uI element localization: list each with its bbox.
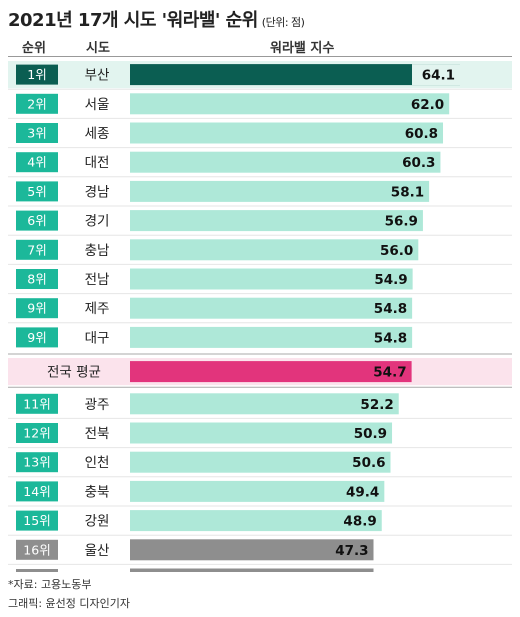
rank-label: 9위 [27, 330, 46, 345]
rank-badge [16, 239, 58, 260]
bar [130, 93, 450, 115]
rank-label: 13위 [23, 455, 50, 470]
rank-label: 4위 [27, 155, 46, 170]
rank-badge [16, 181, 58, 202]
bar [130, 510, 382, 532]
rank-badge [16, 298, 58, 319]
region-label: 제주 [85, 301, 110, 317]
source-note: *자료: 고용노동부 [8, 578, 92, 591]
value-label: 54.8 [374, 330, 407, 346]
region-label: 경남 [85, 184, 110, 200]
rank-label: 16위 [23, 542, 50, 557]
bar [130, 422, 393, 444]
bar [130, 180, 430, 202]
value-label: 52.2 [360, 397, 393, 413]
value-box [412, 64, 460, 86]
rank-label: 12위 [23, 426, 50, 441]
rank-label: 1위 [27, 67, 46, 82]
rank-label: 11위 [23, 396, 50, 411]
region-label: 서울 [85, 97, 110, 113]
rank-label: 9위 [27, 301, 46, 316]
bar [130, 451, 391, 473]
rank-badge [16, 327, 58, 348]
region-label: 전국 평균 [47, 365, 101, 381]
bar [130, 210, 423, 232]
bar [130, 539, 374, 561]
chart-title: 2021년 17개 시도 '워라밸' 순위 (단위: 점) [8, 6, 305, 32]
rank-badge [16, 423, 58, 443]
value-label: 50.9 [354, 426, 387, 442]
region-label: 경기 [85, 214, 110, 230]
header-rank: 순위 [22, 41, 46, 56]
value-label: 58.1 [391, 184, 424, 200]
graphic-credit: 그래픽: 윤선정 디자인기자 [8, 597, 131, 610]
rank-badge [16, 481, 58, 502]
rank-badge [16, 569, 58, 572]
rank-badge [16, 93, 58, 114]
value-label: 56.9 [385, 214, 418, 230]
value-label: 62.0 [411, 97, 444, 113]
value-label: 54.8 [374, 301, 407, 317]
rank-badge [16, 210, 58, 231]
bar [130, 64, 460, 86]
rank-label: 2위 [27, 96, 46, 111]
region-label: 전북 [85, 426, 110, 442]
bar [130, 297, 413, 319]
value-label: 54.7 [373, 365, 406, 381]
bar [130, 568, 374, 572]
region-label: 광주 [85, 397, 110, 413]
value-label: 60.8 [405, 126, 438, 142]
value-label: 54.9 [374, 272, 407, 288]
unit-label: (단위: 점) [261, 16, 305, 29]
bar [130, 122, 444, 144]
value-label: 47.3 [335, 543, 368, 559]
rank-label: 15위 [23, 513, 50, 528]
rank-label: 8위 [27, 272, 46, 287]
region-label: 울산 [85, 543, 110, 559]
rank-badge [16, 452, 58, 473]
rank-badge [16, 269, 58, 289]
region-label: 대구 [85, 330, 110, 346]
rank-label: 3위 [27, 126, 46, 141]
rank-badge [16, 539, 58, 560]
rank-label: 16위 [23, 572, 50, 573]
header-region: 시도 [86, 41, 110, 56]
bar [130, 361, 412, 383]
region-label: 인천 [85, 455, 110, 471]
value-label: 48.9 [343, 514, 376, 530]
region-label: 강원 [85, 514, 110, 530]
rank-label: 6위 [27, 213, 46, 228]
rank-badge [16, 152, 58, 173]
bar [130, 326, 413, 348]
chart-title-text: 2021년 17개 시도 '워라밸' 순위 [8, 10, 258, 31]
region-label: 세종 [85, 126, 110, 142]
bar [130, 393, 399, 415]
rank-badge [16, 123, 58, 143]
bar [130, 239, 419, 261]
rank-label: 7위 [27, 242, 46, 257]
value-label: 64.1 [422, 68, 455, 84]
rank-badge [16, 64, 58, 85]
rank-label: 14위 [23, 484, 50, 499]
region-label: 충북 [85, 484, 110, 500]
rank-badge [16, 393, 58, 414]
bar [130, 151, 441, 173]
value-label: 56.0 [380, 243, 413, 259]
region-label: 충남 [85, 243, 110, 259]
region-label: 대전 [85, 155, 110, 171]
bar [130, 268, 413, 290]
value-label: 49.4 [346, 484, 379, 500]
header-index: 워라밸 지수 [270, 41, 335, 56]
column-header: 순위 시도 워라밸 지수 [0, 34, 520, 56]
rank-badge [16, 510, 58, 531]
bar [130, 480, 385, 502]
region-label: 부산 [85, 68, 110, 84]
region-label: 전남 [85, 272, 110, 288]
rank-label: 5위 [27, 184, 46, 199]
value-label: 50.6 [352, 455, 385, 471]
bar-chart: 1위 부산 64.1 2위 서울 62.0 3위 세종 60.8 4위 대전 60.3 5위 경남 58.1… [8, 61, 512, 573]
header-divider [8, 56, 512, 57]
value-label: 60.3 [402, 155, 435, 171]
